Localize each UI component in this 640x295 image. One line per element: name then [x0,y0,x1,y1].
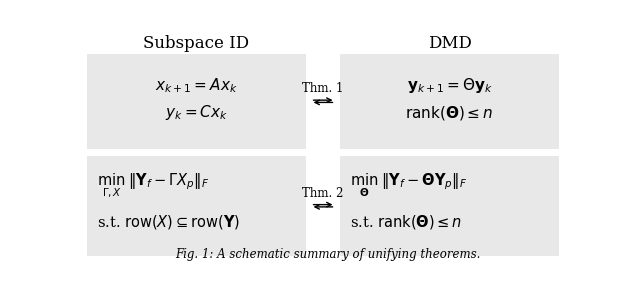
Text: Thm. 1: Thm. 1 [302,82,344,95]
Text: $\mathrm{rank}(\boldsymbol{\Theta}) \leq n$: $\mathrm{rank}(\boldsymbol{\Theta}) \leq… [405,104,493,122]
FancyBboxPatch shape [340,156,559,256]
Text: DMD: DMD [428,35,472,52]
Text: Fig. 1: A schematic summary of unifying theorems.: Fig. 1: A schematic summary of unifying … [175,248,481,261]
FancyBboxPatch shape [88,156,306,256]
Text: $\mathbf{y}_{k+1} =\Theta\mathbf{y}_k$: $\mathbf{y}_{k+1} =\Theta\mathbf{y}_k$ [406,76,493,95]
Text: $\underset{\Gamma,X}{\min}\; \|\mathbf{Y}_f - \Gamma X_p\|_F$: $\underset{\Gamma,X}{\min}\; \|\mathbf{Y… [97,171,209,199]
FancyBboxPatch shape [340,54,559,149]
Text: s.t. $\mathrm{row}(X) \subseteq \mathrm{row}(\mathbf{Y})$: s.t. $\mathrm{row}(X) \subseteq \mathrm{… [97,213,241,231]
Text: $\underset{\boldsymbol{\Theta}}{\min}\; \|\mathbf{Y}_f - \boldsymbol{\Theta}\mat: $\underset{\boldsymbol{\Theta}}{\min}\; … [350,172,468,199]
Text: Thm. 2: Thm. 2 [302,187,344,200]
Text: Subspace ID: Subspace ID [143,35,250,52]
Text: $x_{k+1} = Ax_k$: $x_{k+1} = Ax_k$ [156,76,238,95]
FancyBboxPatch shape [88,54,306,149]
Text: s.t. $\mathrm{rank}(\boldsymbol{\Theta}) \leq n$: s.t. $\mathrm{rank}(\boldsymbol{\Theta})… [350,213,463,231]
Text: $y_k = Cx_k$: $y_k = Cx_k$ [165,103,228,122]
